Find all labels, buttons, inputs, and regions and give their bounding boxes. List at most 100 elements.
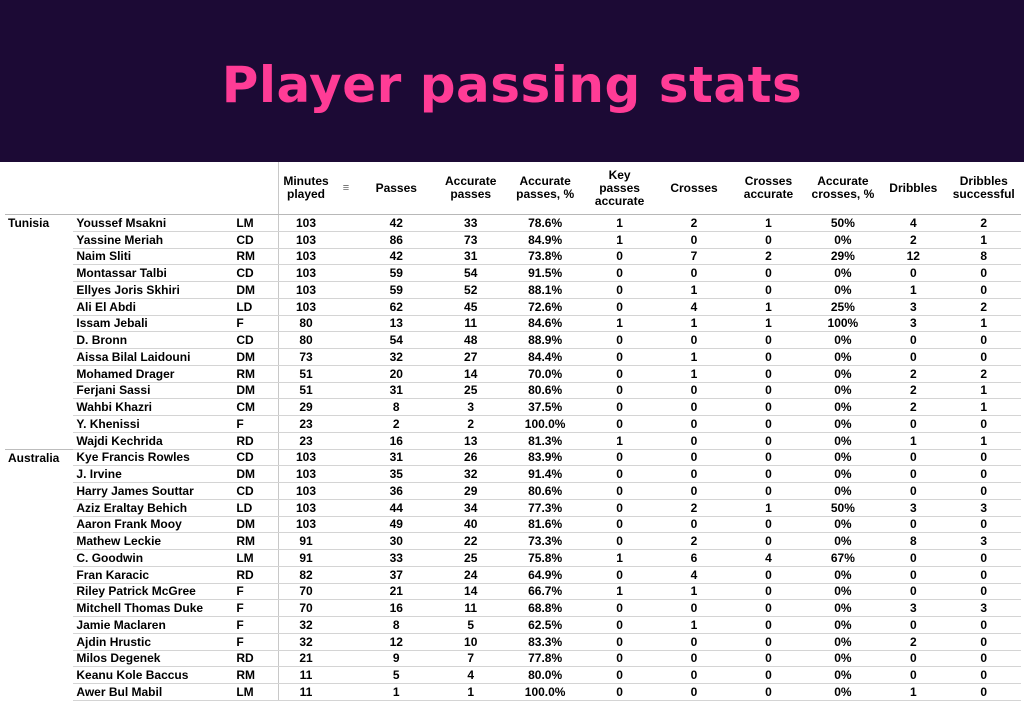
stat-cell: 2 bbox=[433, 415, 508, 433]
stat-cell: 1 bbox=[946, 382, 1021, 400]
stat-cell: 0 bbox=[582, 448, 657, 467]
team-name bbox=[5, 533, 73, 550]
stat-cell: 73.8% bbox=[507, 248, 583, 266]
sort-spacer bbox=[332, 499, 360, 517]
player-position: LD bbox=[233, 298, 280, 316]
stat-cell: 103 bbox=[278, 516, 333, 534]
stat-cell: 0 bbox=[946, 683, 1021, 701]
sort-spacer bbox=[332, 683, 360, 701]
stat-cell: 0 bbox=[582, 683, 657, 701]
stat-cell: 0 bbox=[946, 616, 1021, 634]
column-header[interactable]: Crosses bbox=[656, 162, 732, 215]
stat-cell: 1 bbox=[582, 432, 657, 450]
stat-cell: 8 bbox=[359, 616, 434, 634]
stat-cell: 0 bbox=[656, 666, 732, 684]
column-header[interactable]: Accurate passes bbox=[433, 162, 508, 215]
team-name bbox=[5, 499, 73, 516]
stat-cell: 0% bbox=[805, 415, 881, 433]
stat-cell: 0% bbox=[805, 633, 881, 651]
team-name bbox=[5, 466, 73, 483]
stat-cell: 2 bbox=[880, 633, 947, 651]
stat-cell: 0 bbox=[656, 231, 732, 249]
player-name: J. Irvine bbox=[73, 465, 234, 483]
stat-cell: 0 bbox=[656, 599, 732, 617]
stat-cell: 8 bbox=[359, 398, 434, 416]
team-name bbox=[5, 416, 73, 433]
column-header[interactable]: Accurate passes, % bbox=[507, 162, 583, 215]
stat-cell: 0% bbox=[805, 231, 881, 249]
column-header[interactable]: Accurate crosses, % bbox=[805, 162, 881, 215]
player-position: CD bbox=[233, 231, 280, 249]
stat-cell: 0 bbox=[582, 415, 657, 433]
stat-cell: 31 bbox=[359, 382, 434, 400]
sort-spacer bbox=[332, 331, 360, 349]
stat-cell: 72.6% bbox=[507, 298, 583, 316]
stat-cell: 0 bbox=[582, 264, 657, 282]
stat-cell: 37.5% bbox=[507, 398, 583, 416]
stat-cell: 0 bbox=[731, 599, 806, 617]
stat-cell: 8 bbox=[880, 532, 947, 550]
stat-cell: 24 bbox=[433, 566, 508, 584]
stat-cell: 50% bbox=[805, 499, 881, 517]
stat-cell: 0% bbox=[805, 281, 881, 299]
stat-cell: 0% bbox=[805, 365, 881, 383]
stat-cell: 25% bbox=[805, 298, 881, 316]
player-name: Keanu Kole Baccus bbox=[73, 666, 234, 684]
stat-cell: 0% bbox=[805, 532, 881, 550]
stat-cell: 0 bbox=[880, 650, 947, 668]
sort-spacer bbox=[332, 248, 360, 266]
stat-cell: 91 bbox=[278, 532, 333, 550]
stat-cell: 31 bbox=[359, 448, 434, 467]
stat-cell: 0 bbox=[731, 566, 806, 584]
stat-cell: 1 bbox=[582, 214, 657, 232]
player-position: DM bbox=[233, 348, 280, 366]
stats-table-container: Minutes played ≡ Passes Accurate passes Accura… bbox=[0, 162, 1024, 701]
player-position: CD bbox=[233, 448, 280, 467]
stat-cell: 70 bbox=[278, 599, 333, 617]
column-header[interactable]: Passes bbox=[359, 162, 434, 215]
stat-cell: 0% bbox=[805, 566, 881, 584]
sort-button[interactable]: ≡ bbox=[332, 162, 360, 215]
table-row: Issam Jebali F 80 13 11 84.6% 1 1 1 100% 3 1 bbox=[5, 315, 1021, 333]
sort-spacer bbox=[332, 448, 360, 467]
column-header[interactable]: Crosses accurate bbox=[731, 162, 806, 215]
stat-cell: 0 bbox=[731, 281, 806, 299]
stat-cell: 22 bbox=[433, 532, 508, 550]
table-row: Aaron Frank Mooy DM 103 49 40 81.6% 0 0 0 0% 0 0 bbox=[5, 516, 1021, 534]
stat-cell: 0 bbox=[731, 365, 806, 383]
stat-cell: 1 bbox=[656, 583, 732, 601]
stat-cell: 0 bbox=[656, 482, 732, 500]
stat-cell: 0 bbox=[946, 331, 1021, 349]
stat-cell: 1 bbox=[359, 683, 434, 701]
stat-cell: 0 bbox=[880, 616, 947, 634]
stat-cell: 103 bbox=[278, 482, 333, 500]
stat-cell: 0 bbox=[731, 516, 806, 534]
column-header[interactable]: Dribbles successful bbox=[946, 162, 1021, 215]
stat-cell: 0 bbox=[880, 549, 947, 567]
stat-cell: 1 bbox=[946, 432, 1021, 450]
sort-spacer bbox=[332, 315, 360, 333]
stat-cell: 0 bbox=[582, 516, 657, 534]
stat-cell: 29 bbox=[278, 398, 333, 416]
stat-cell: 0% bbox=[805, 264, 881, 282]
stat-cell: 37 bbox=[359, 566, 434, 584]
player-position: LM bbox=[233, 549, 280, 567]
stat-cell: 0 bbox=[880, 264, 947, 282]
player-position: RM bbox=[233, 666, 280, 684]
sort-spacer bbox=[332, 666, 360, 684]
player-name: Mitchell Thomas Duke bbox=[73, 599, 234, 617]
column-header[interactable]: Key passes accurate bbox=[582, 162, 657, 215]
column-header-line: Minutes bbox=[283, 174, 329, 188]
sort-descending-icon[interactable]: ≡ bbox=[342, 182, 350, 194]
player-position: DM bbox=[233, 465, 280, 483]
stat-cell: 0 bbox=[880, 448, 947, 467]
column-header[interactable]: Minutes played bbox=[278, 162, 333, 215]
stat-cell: 0 bbox=[656, 650, 732, 668]
player-name: Ali El Abdi bbox=[73, 298, 234, 316]
team-name bbox=[5, 248, 73, 265]
sort-spacer bbox=[332, 264, 360, 282]
stat-cell: 0% bbox=[805, 331, 881, 349]
column-header[interactable]: Dribbles bbox=[880, 162, 947, 215]
player-position: RD bbox=[233, 432, 280, 450]
stat-cell: 0 bbox=[946, 482, 1021, 500]
